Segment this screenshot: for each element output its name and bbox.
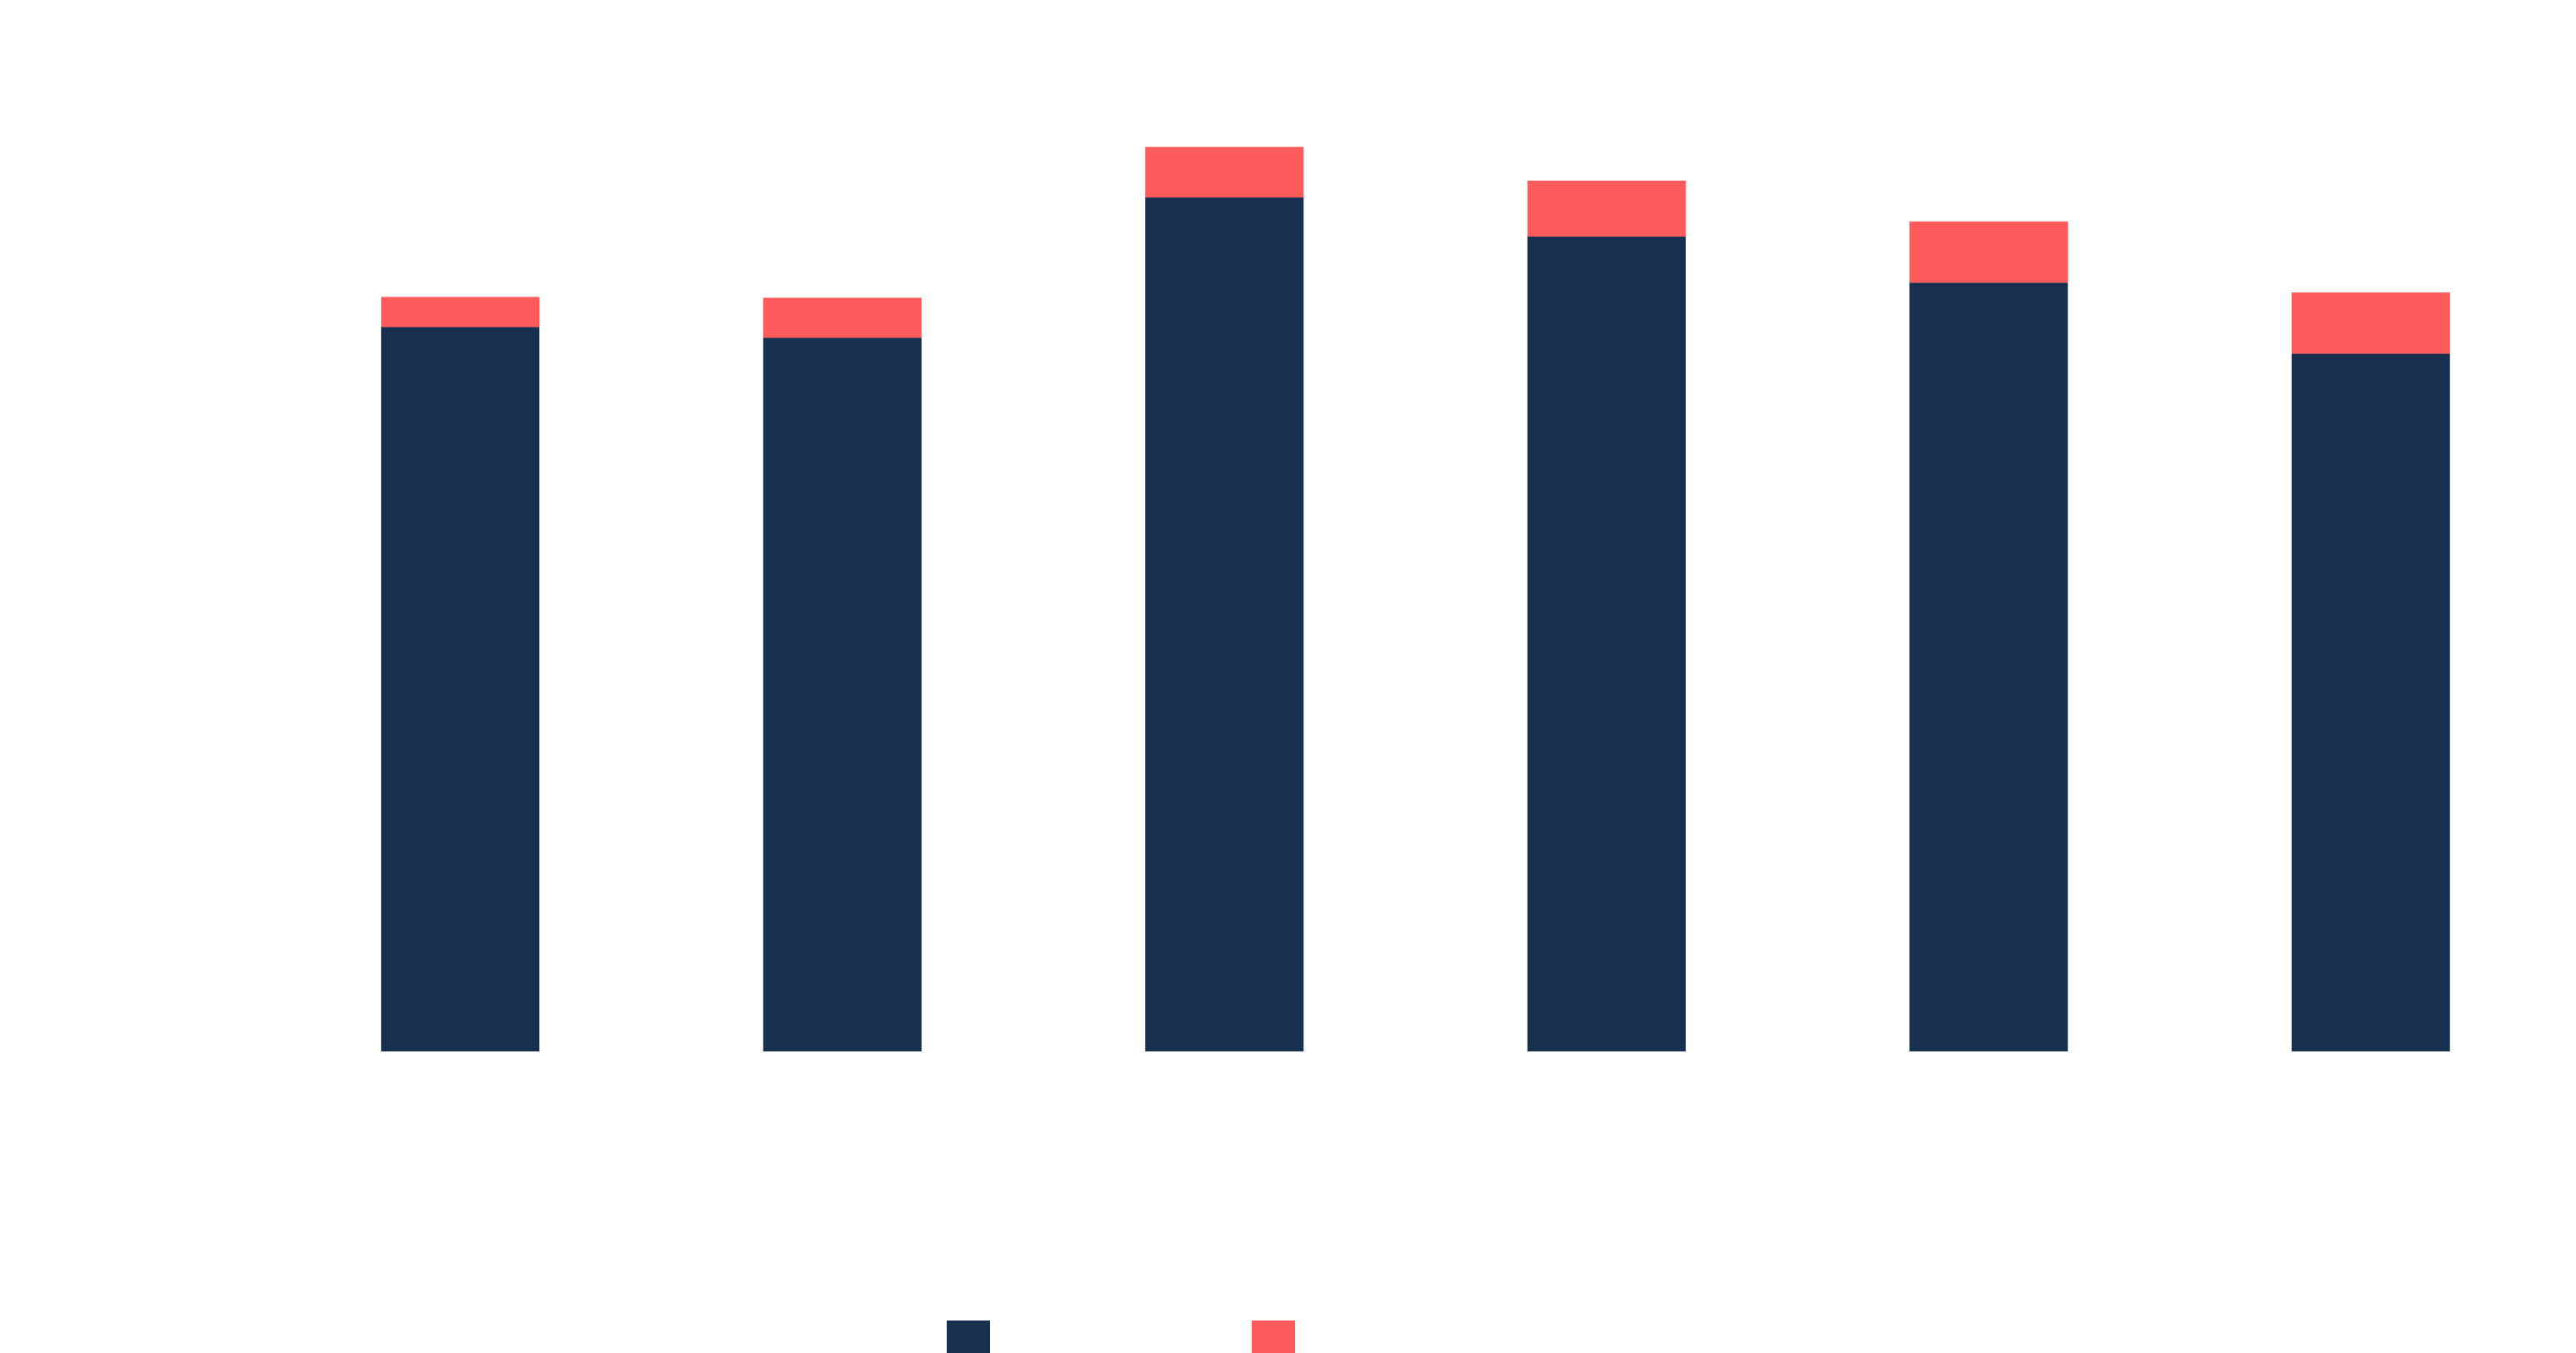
legend — [947, 1321, 1295, 1353]
bar-segment-6-series-2 — [2291, 292, 2450, 354]
bar-segment-3-series-2 — [1145, 147, 1304, 198]
bar-segment-3-series-1 — [1145, 197, 1304, 1052]
bar-segment-1-series-1 — [381, 327, 540, 1051]
legend-swatch-1 — [947, 1321, 990, 1353]
bar-segment-1-series-2 — [381, 297, 540, 327]
bar-segment-2-series-2 — [763, 297, 922, 338]
bar-segment-2-series-1 — [763, 337, 922, 1052]
bar-segment-5-series-2 — [1909, 221, 2068, 283]
bar-segment-4-series-1 — [1527, 236, 1686, 1051]
bar-segment-6-series-1 — [2291, 353, 2450, 1051]
bar-segment-4-series-2 — [1527, 180, 1686, 237]
legend-swatch-2 — [1252, 1321, 1295, 1353]
bars-layer — [381, 147, 2450, 1052]
bar-segment-5-series-1 — [1909, 282, 2068, 1051]
